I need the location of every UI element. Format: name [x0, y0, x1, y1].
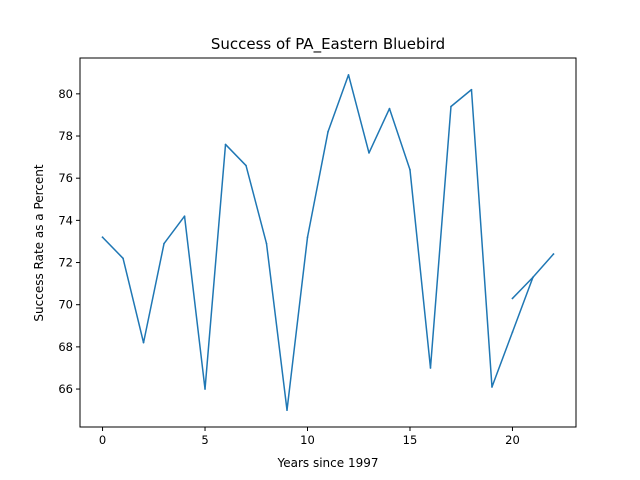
y-tick-label: 66: [58, 382, 73, 396]
data-point: [327, 131, 329, 133]
x-tick-label: 0: [99, 433, 106, 447]
data-point: [286, 409, 288, 411]
y-tick-label: 74: [58, 213, 73, 227]
y-tick-label: 78: [58, 129, 73, 143]
y-tick-label: 72: [58, 256, 73, 270]
plot-frame: [79, 57, 577, 428]
data-point: [491, 386, 493, 388]
chart-title: Success of PA_Eastern Bluebird: [211, 35, 445, 54]
data-point: [470, 88, 473, 91]
plot-area: [101, 74, 555, 411]
data-point: [101, 236, 104, 239]
x-tick-label: 20: [505, 433, 520, 447]
data-point: [409, 168, 411, 171]
data-point: [224, 143, 227, 146]
axes-ticks: 0 5 10 15 20 66 68 70 72 74 76 78 80: [58, 87, 519, 447]
data-point: [429, 367, 432, 369]
data-point: [347, 74, 350, 76]
data-point: [552, 253, 555, 255]
data-point: [388, 107, 391, 110]
data-point: [122, 257, 124, 260]
data-point: [511, 331, 514, 333]
y-axis-label: Success Rate as a Percent: [32, 164, 46, 321]
data-point: [142, 341, 145, 344]
x-tick-label: 5: [201, 433, 208, 447]
data-point: [265, 242, 268, 245]
series-line-0: [101, 74, 555, 411]
y-tick-label: 80: [58, 87, 73, 101]
data-point: [183, 215, 186, 217]
x-tick-label: 15: [403, 433, 418, 447]
data-point: [450, 105, 452, 108]
x-tick-label: 10: [300, 433, 315, 447]
y-tick-label: 70: [58, 298, 73, 312]
data-point: [204, 388, 206, 390]
x-axis-label: Years since 1997: [277, 456, 379, 470]
data-point: [163, 242, 165, 245]
data-point: [532, 276, 534, 279]
y-tick-label: 76: [58, 171, 73, 185]
series-line-1: [511, 276, 535, 300]
data-point: [511, 297, 514, 300]
data-point: [245, 164, 247, 167]
data-point: [306, 236, 309, 239]
y-tick-label: 68: [58, 340, 73, 354]
data-point: [368, 152, 370, 154]
